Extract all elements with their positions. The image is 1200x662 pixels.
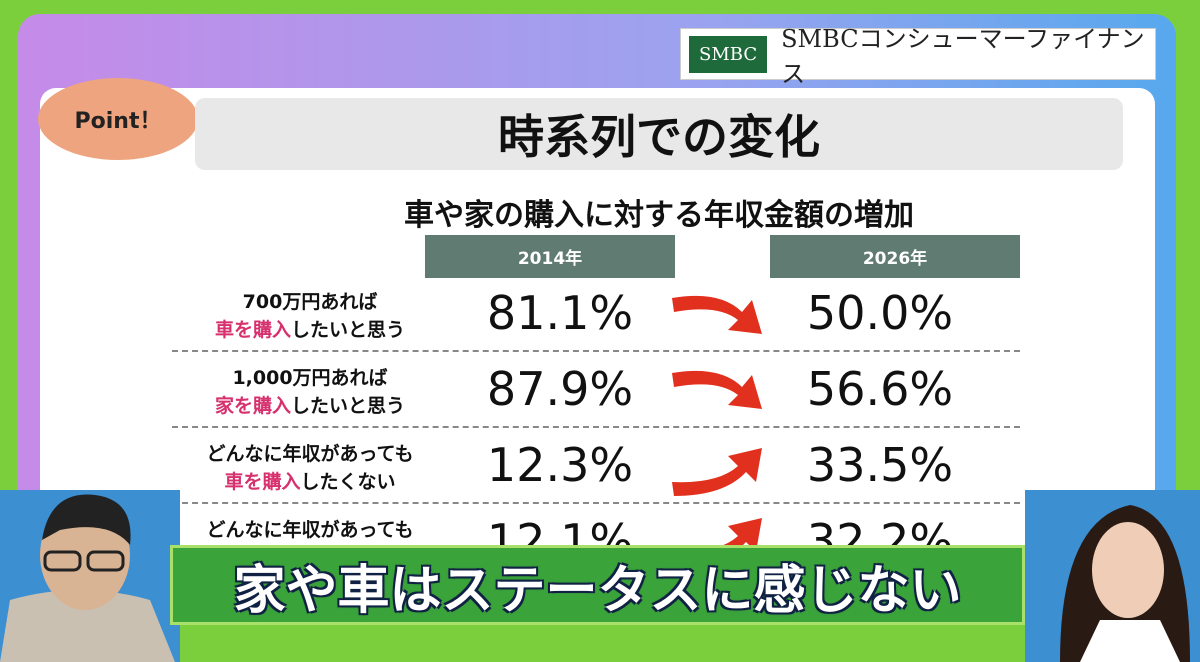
highlight: 車を購入 bbox=[214, 319, 291, 341]
column-header: 2014年 bbox=[425, 235, 675, 278]
highlight: 家を購入 bbox=[214, 395, 291, 417]
logo-name: SMBCコンシューマーファイナンス bbox=[781, 25, 1145, 88]
highlight: 車を購入 bbox=[224, 471, 301, 493]
row-label: どんなに年収があっても車を購入したくない bbox=[170, 440, 450, 496]
label-rest: したくない bbox=[300, 471, 396, 493]
title: 時系列での変化 bbox=[195, 98, 1123, 170]
host-left bbox=[0, 490, 180, 662]
value-2026: 50.0% bbox=[806, 286, 954, 340]
arrow-down bbox=[672, 370, 762, 409]
label-line: どんなに年収があっても bbox=[206, 519, 414, 541]
label-rest: したいと思う bbox=[291, 395, 406, 417]
row-divider bbox=[172, 426, 1020, 428]
host-right bbox=[1025, 490, 1200, 662]
label-rest: したいと思う bbox=[291, 319, 406, 341]
logo-mark: SMBC bbox=[689, 35, 768, 73]
label-line: 家を購入したいと思う bbox=[170, 392, 450, 420]
label-line: 車を購入したいと思う bbox=[170, 316, 450, 344]
value-2026: 33.5% bbox=[806, 438, 954, 492]
row-label: どんなに年収があっても bbox=[170, 516, 450, 544]
row-divider bbox=[172, 350, 1020, 352]
arrow-up bbox=[672, 448, 762, 496]
label-line: 1,000万円あれば bbox=[232, 367, 388, 389]
value-2026: 56.6% bbox=[806, 362, 954, 416]
point-badge: Point！ bbox=[38, 78, 198, 160]
arrow-down bbox=[672, 295, 762, 334]
logo: SMBC SMBCコンシューマーファイナンス bbox=[680, 25, 1156, 88]
label-line: 車を購入したくない bbox=[170, 468, 450, 496]
column-header: 2026年 bbox=[770, 235, 1020, 278]
value-2014: 81.1% bbox=[486, 286, 634, 340]
value-2014: 87.9% bbox=[486, 362, 634, 416]
label-line: 700万円あれば bbox=[242, 291, 378, 313]
caption: 家や車はステータスに感じない bbox=[170, 545, 1025, 625]
row-label: 700万円あれば車を購入したいと思う bbox=[170, 288, 450, 344]
label-line: どんなに年収があっても bbox=[206, 443, 414, 465]
subtitle: 車や家の購入に対する年収金額の増加 bbox=[404, 198, 914, 233]
row-divider bbox=[172, 502, 1020, 504]
row-label: 1,000万円あれば家を購入したいと思う bbox=[170, 364, 450, 420]
value-2014: 12.3% bbox=[486, 438, 634, 492]
